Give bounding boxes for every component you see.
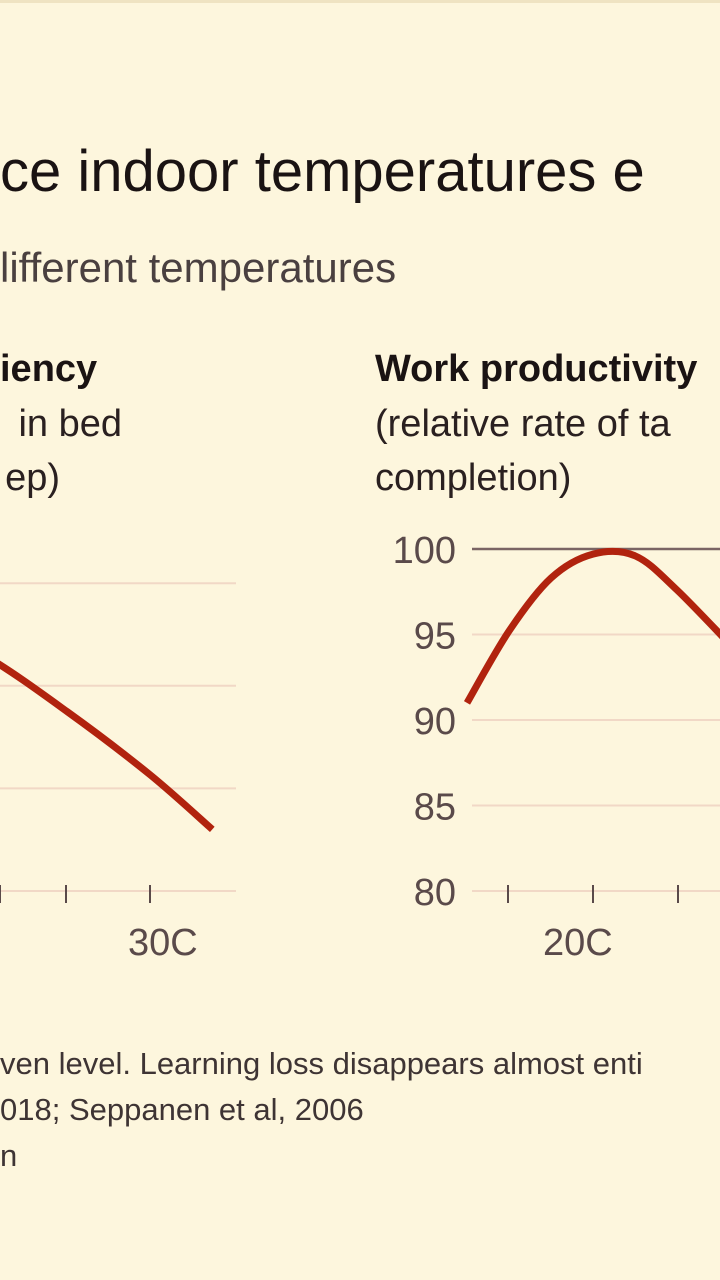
panel-1-title: iency [0,348,98,390]
panel-2-title: Work productivity [375,348,698,390]
panel-1-subtitle-1: in bed [18,403,122,445]
footnote-line-2: 018; Seppanen et al, 2006 [0,1092,364,1127]
chart-2-series-line [463,547,720,705]
chart-2-y-tick-label-100: 100 [393,530,456,572]
chart-2-y-tick-label-90: 90 [414,701,456,743]
top-rule [0,0,720,3]
chart-2-y-tick-label-85: 85 [414,787,456,829]
chart-1-series-line [0,660,215,833]
panel-1-subtitle-2: ep) [5,457,60,499]
headline: ce indoor temperatures e [0,139,645,204]
footnote-line-1: ven level. Learning loss disappears almo… [0,1046,643,1081]
chart-2-y-tick-label-95: 95 [414,616,456,658]
subheadline: lifferent temperatures [0,244,397,291]
chart-2-x-tick-label-20C: 20C [543,922,613,964]
chart-2-y-tick-label-80: 80 [414,872,456,914]
chart-1-x-tick-label-30C: 30C [128,922,198,964]
panel-2-subtitle-2: completion) [375,457,572,499]
footnote-line-3: n [0,1138,18,1173]
panel-2-subtitle-1: (relative rate of ta [375,403,671,445]
